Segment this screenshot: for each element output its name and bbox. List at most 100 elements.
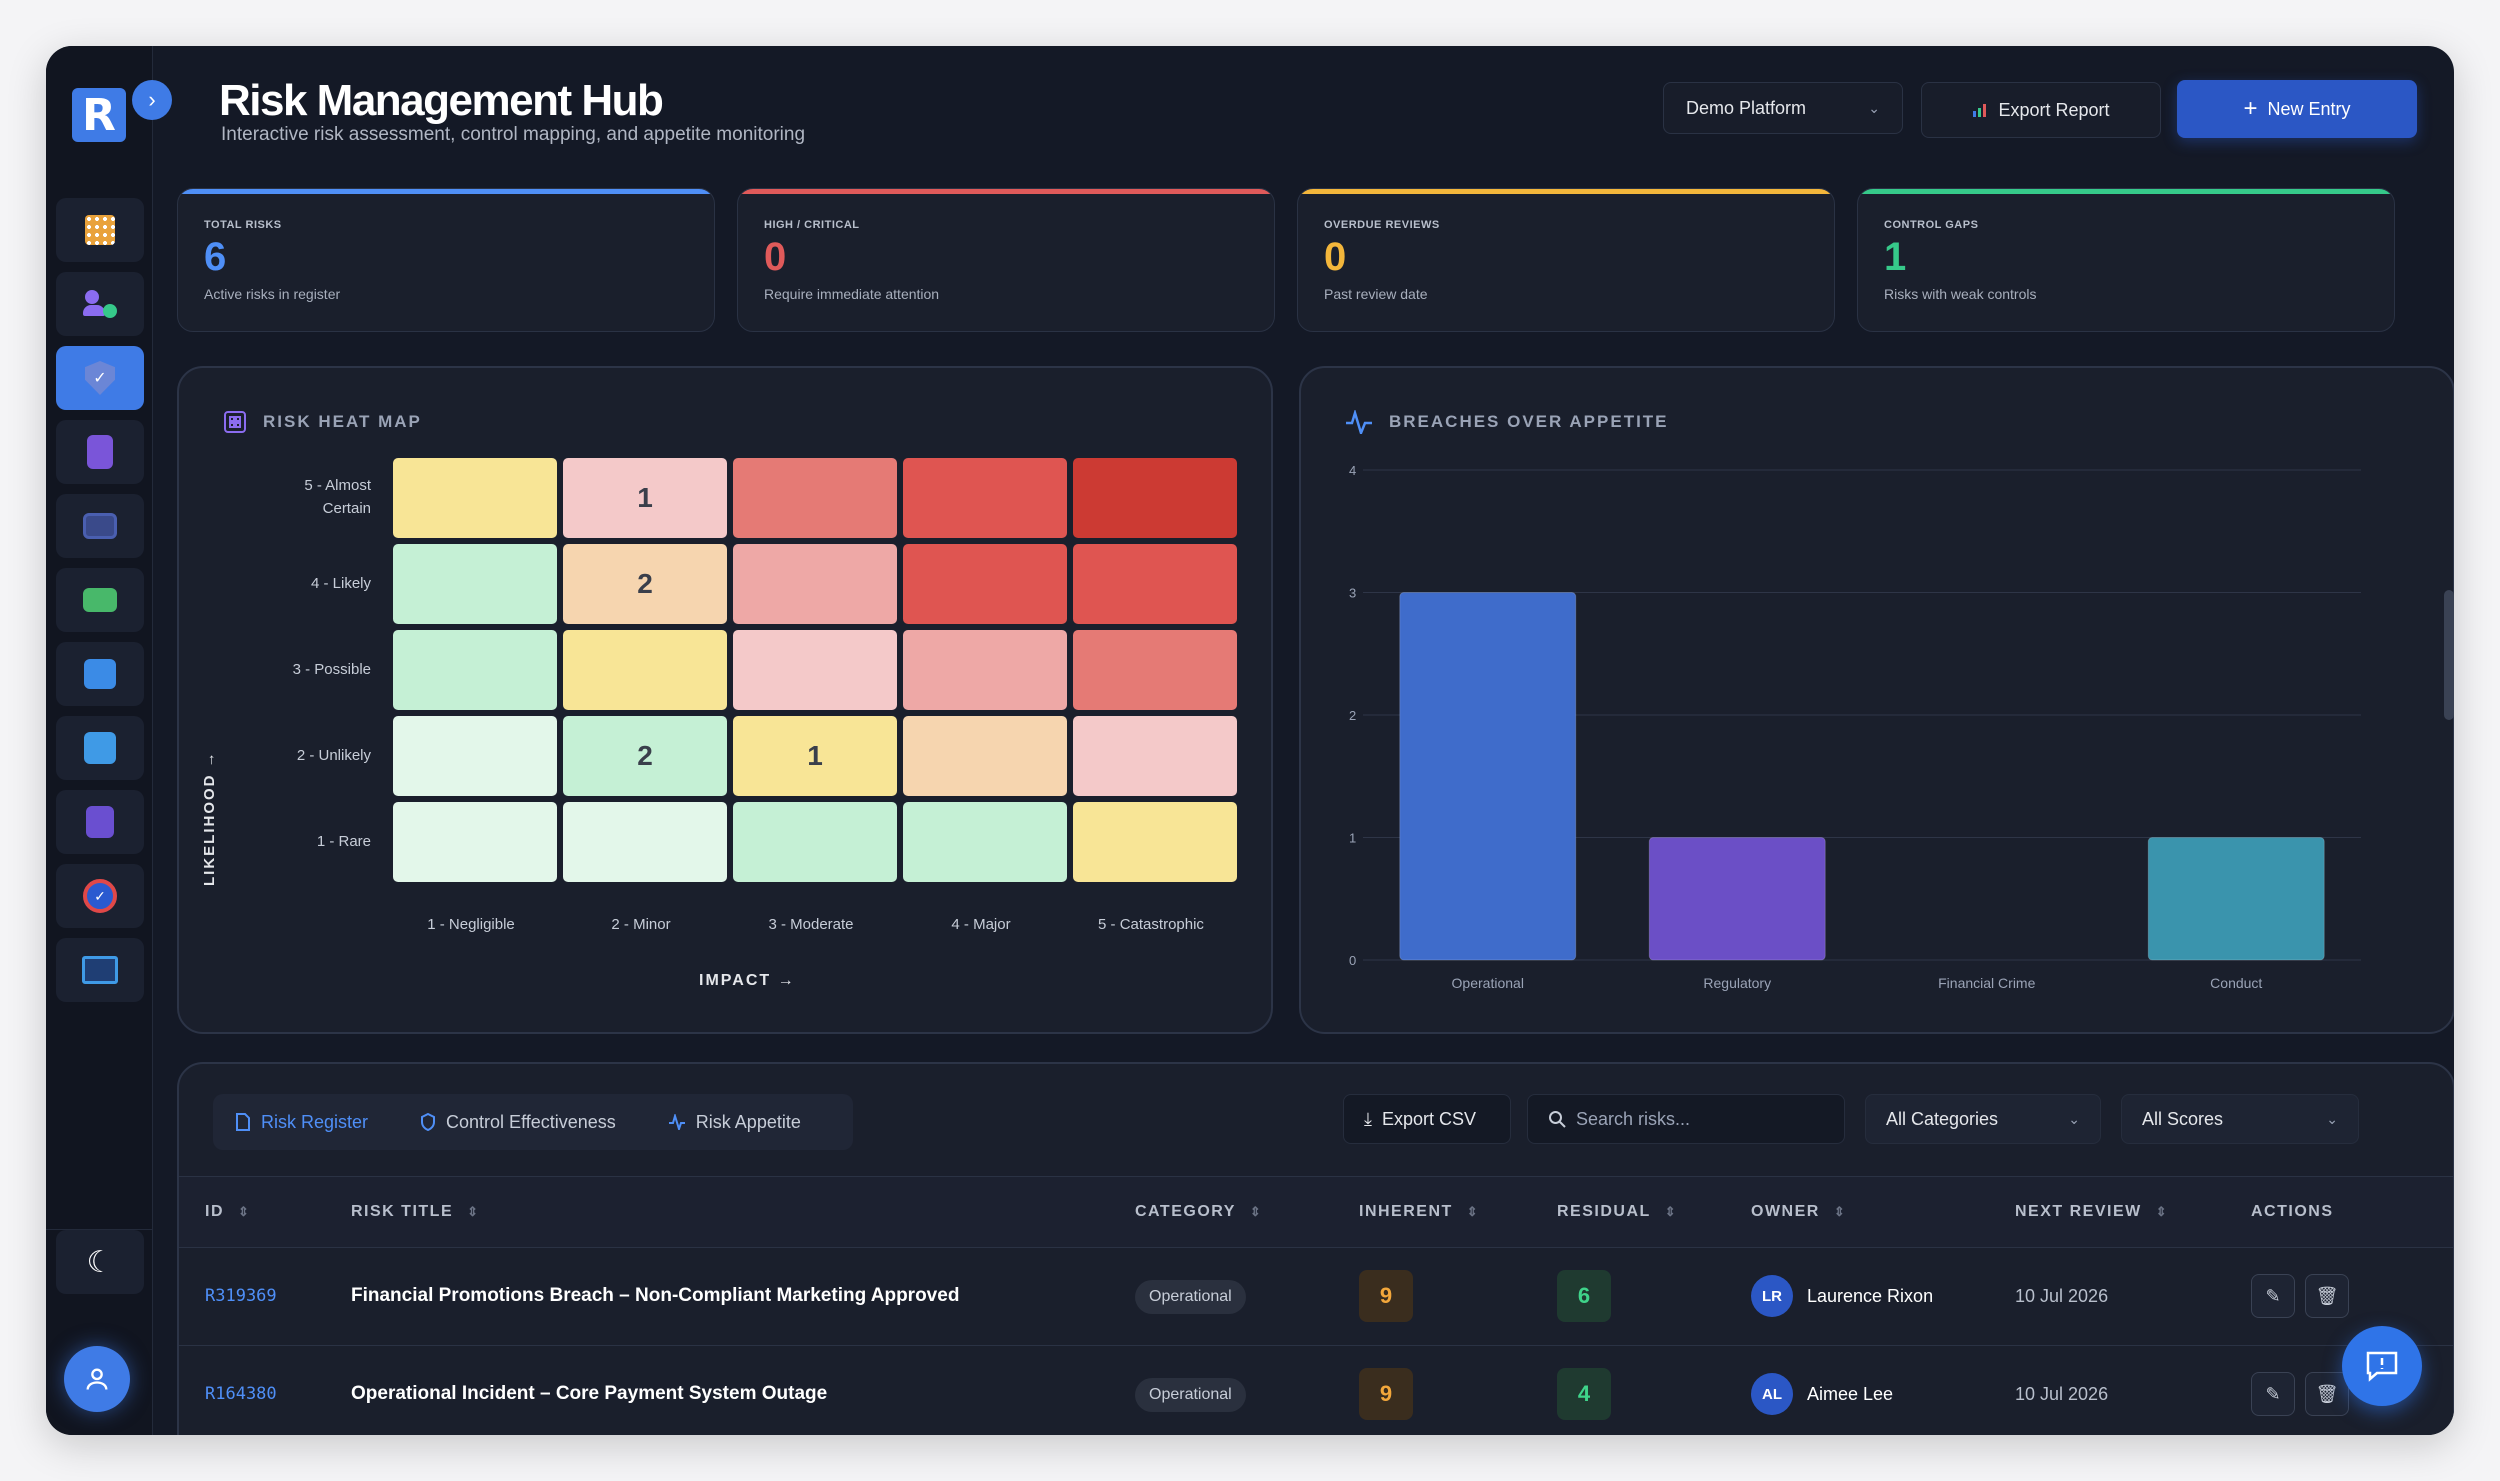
y-tick-label: 4 [1349, 463, 1356, 478]
heatmap-cell[interactable] [733, 630, 897, 710]
delete-button[interactable]: 🗑 [2305, 1274, 2349, 1318]
heatmap-cell[interactable]: 2 [563, 716, 727, 796]
risk-id-link[interactable]: R319369 [205, 1286, 277, 1306]
tab-risk-register[interactable]: Risk Register [235, 1112, 368, 1133]
activity-icon [668, 1114, 685, 1130]
column-header[interactable]: ID ⇕ [205, 1203, 250, 1221]
kpi-value: 0 [1324, 235, 1347, 279]
nav-news[interactable] [56, 494, 144, 558]
heatmap-cell[interactable] [1073, 458, 1237, 538]
heatmap-cell[interactable]: 2 [563, 544, 727, 624]
platform-select[interactable]: Demo Platform ⌄ [1663, 82, 1903, 134]
column-header[interactable]: OWNER ⇕ [1751, 1203, 1846, 1221]
monitor-icon [82, 956, 118, 984]
heatmap-cell[interactable] [1073, 630, 1237, 710]
nav-edit-list[interactable] [56, 716, 144, 780]
kpi-card: HIGH / CRITICAL 0 Require immediate atte… [737, 188, 1275, 332]
sidebar-collapse-button[interactable]: › [132, 80, 172, 120]
heatmap-cell[interactable] [903, 544, 1067, 624]
heatmap-cell[interactable] [393, 630, 557, 710]
nav-tasks[interactable] [56, 790, 144, 854]
heatmap-cell[interactable] [733, 544, 897, 624]
bar-chart-icon [1973, 104, 1987, 117]
heatmap-cell[interactable] [903, 802, 1067, 882]
user-icon [86, 1368, 108, 1390]
edit-list-icon [84, 732, 116, 764]
heatmap-cell[interactable] [393, 716, 557, 796]
heatmap-cell[interactable] [563, 630, 727, 710]
column-header[interactable]: RESIDUAL ⇕ [1557, 1203, 1677, 1221]
owner-avatar: AL [1751, 1373, 1793, 1415]
heatmap-cell[interactable] [903, 716, 1067, 796]
edit-button[interactable]: ✎ [2251, 1274, 2295, 1318]
edit-button[interactable]: ✎ [2251, 1372, 2295, 1416]
tasks-icon [86, 806, 114, 838]
user-profile-button[interactable] [64, 1346, 130, 1412]
chevron-down-icon: ⌄ [1868, 99, 1880, 116]
clipboard-icon [87, 435, 113, 469]
heatmap-cell[interactable] [903, 458, 1067, 538]
search-input[interactable]: Search risks... [1527, 1094, 1845, 1144]
risk-table-panel: Risk Register Control Effectiveness Risk… [177, 1062, 2454, 1435]
column-header[interactable]: INHERENT ⇕ [1359, 1203, 1479, 1221]
table-header: ID ⇕ RISK TITLE ⇕ CATEGORY ⇕ INHERENT ⇕ RESIDUAL… [179, 1176, 2453, 1248]
bar[interactable] [1648, 837, 1826, 961]
heatmap-cell[interactable] [733, 802, 897, 882]
heatmap-cell[interactable] [393, 544, 557, 624]
heatmap-cell[interactable]: 1 [563, 458, 727, 538]
tab-risk-appetite[interactable]: Risk Appetite [668, 1112, 801, 1133]
heatmap-cell[interactable]: 1 [733, 716, 897, 796]
heatmap-cell[interactable] [1073, 544, 1237, 624]
tab-control-effectiveness[interactable]: Control Effectiveness [420, 1112, 616, 1133]
column-header[interactable]: NEXT REVIEW ⇕ [2015, 1203, 2168, 1221]
nav-target[interactable]: ✓ [56, 864, 144, 928]
column-header-label: RESIDUAL [1557, 1203, 1651, 1220]
heatmap-cell[interactable] [1073, 716, 1237, 796]
chat-button[interactable] [2342, 1326, 2422, 1406]
heatmap-cell[interactable] [393, 458, 557, 538]
table-row[interactable]: R319369 Financial Promotions Breach – No… [179, 1248, 2453, 1346]
heatmap-cell[interactable] [733, 458, 897, 538]
nav-card[interactable] [56, 568, 144, 632]
risk-title[interactable]: Operational Incident – Core Payment Syst… [351, 1383, 828, 1404]
category-filter-value: All Categories [1886, 1108, 1999, 1129]
logo-letter: R [82, 89, 116, 141]
heatmap-cell[interactable] [903, 630, 1067, 710]
heatmap-cell[interactable] [393, 802, 557, 882]
delete-button[interactable]: 🗑 [2305, 1372, 2349, 1416]
column-header[interactable]: CATEGORY ⇕ [1135, 1203, 1262, 1221]
heatmap-cell[interactable] [563, 802, 727, 882]
risk-id-link[interactable]: R164380 [205, 1384, 277, 1404]
nav-analytics[interactable] [56, 642, 144, 706]
page-scrollbar[interactable] [2444, 590, 2454, 720]
nav-users[interactable] [56, 272, 144, 336]
nav-clipboard[interactable] [56, 420, 144, 484]
residual-score-badge: 6 [1557, 1270, 1611, 1322]
kpi-description: Require immediate attention [764, 286, 940, 302]
app-logo: R [72, 88, 126, 142]
chevron-down-icon: ⌄ [2068, 1110, 2080, 1127]
risk-title[interactable]: Financial Promotions Breach – Non-Compli… [351, 1285, 960, 1306]
export-report-button[interactable]: Export Report [1921, 82, 2161, 138]
new-entry-button[interactable]: + New Entry [2177, 80, 2417, 138]
kpi-label: HIGH / CRITICAL [764, 219, 860, 231]
card-icon [83, 588, 117, 612]
sort-icon: ⇕ [467, 1204, 480, 1219]
nav-monitor[interactable] [56, 938, 144, 1002]
shield-icon: ✓ [85, 361, 115, 395]
export-csv-button[interactable]: ⤓ Export CSV [1343, 1094, 1511, 1144]
activity-icon [1346, 410, 1372, 434]
bar[interactable] [1399, 592, 1577, 961]
theme-toggle-button[interactable]: ☾ [56, 1230, 144, 1294]
kpi-label: CONTROL GAPS [1884, 219, 1979, 231]
column-header[interactable]: RISK TITLE ⇕ [351, 1203, 480, 1221]
bar[interactable] [2147, 837, 2325, 961]
score-filter-select[interactable]: All Scores ⌄ [2121, 1094, 2359, 1144]
heatmap-cell[interactable] [1073, 802, 1237, 882]
nav-building[interactable] [56, 198, 144, 262]
category-filter-select[interactable]: All Categories ⌄ [1865, 1094, 2101, 1144]
table-row[interactable]: R164380 Operational Incident – Core Paym… [179, 1346, 2453, 1435]
nav-risk-shield[interactable]: ✓ [56, 346, 144, 410]
kpi-card: TOTAL RISKS 6 Active risks in register [177, 188, 715, 332]
kpi-description: Risks with weak controls [1884, 286, 2037, 302]
